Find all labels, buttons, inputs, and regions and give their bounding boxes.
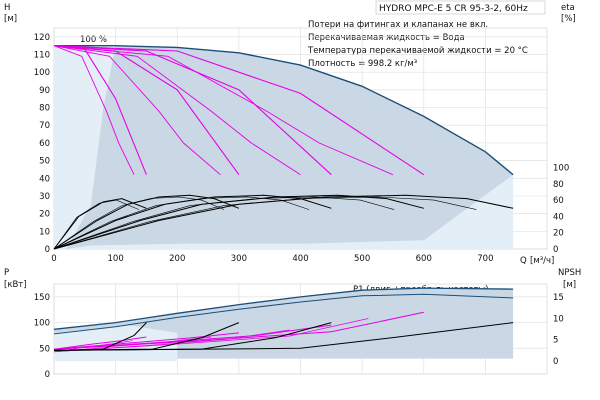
efficiency-curve-2-alt xyxy=(53,196,225,250)
head-x-tick-label: 0 xyxy=(51,254,56,264)
efficiency-curve-4-alt xyxy=(53,196,395,250)
power-plot: 0 50 100 150 0 5 10 15 xyxy=(34,283,564,380)
speed-curve-4 xyxy=(53,45,425,176)
p-axis-unit: [кВт] xyxy=(4,280,27,290)
npsh-axis-name: NPSH xyxy=(558,268,581,278)
eta-tick-label: 80 xyxy=(553,180,564,190)
title-box xyxy=(375,0,546,15)
power-y-tick-label: 150 xyxy=(34,293,50,303)
eta-tick-label: 100 xyxy=(553,164,569,174)
efficiency-curve-1-alt xyxy=(53,199,140,250)
head-y-tick-label: 20 xyxy=(39,210,50,220)
head-y-tick-label: 10 xyxy=(39,227,50,237)
head-y-tick-label: 110 xyxy=(34,51,50,61)
pump-power-curve-1 xyxy=(53,336,147,350)
head-y-tick-label: 40 xyxy=(39,174,50,184)
efficiency-curve-1 xyxy=(53,198,147,250)
head-x-tick-label: 700 xyxy=(477,254,493,264)
x-axis-name: Q xyxy=(520,256,527,266)
head-y-tick-label: 30 xyxy=(39,192,50,202)
note-4: Плотность = 998.2 кг/м³ xyxy=(308,59,417,69)
head-x-tick-label: 400 xyxy=(292,254,308,264)
npsh-tick-label: 10 xyxy=(553,314,564,324)
reduced-speed-curve-3 xyxy=(53,45,301,176)
head-y-tick-label: 90 xyxy=(39,86,50,96)
head-y-tick-label: 120 xyxy=(34,33,50,43)
pump-power-curve-4-alt xyxy=(53,318,369,353)
npsh-tick-label: 5 xyxy=(553,336,558,346)
npsh-curve-4 xyxy=(53,322,514,351)
head-y-tick-label: 80 xyxy=(39,104,50,114)
head-x-tick-label: 300 xyxy=(231,254,247,264)
npsh-axis-unit: [м] xyxy=(563,280,576,290)
percent-annotation: 100 % xyxy=(80,35,107,45)
head-x-tick-label: 200 xyxy=(169,254,185,264)
max-head-curve xyxy=(54,45,514,176)
npsh-tick-label: 0 xyxy=(553,357,558,367)
efficiency-curve-5-alt xyxy=(53,196,477,250)
eta-tick-label: 40 xyxy=(553,212,564,222)
efficiency-curve-4 xyxy=(53,194,424,250)
head-y-tick-label: 50 xyxy=(39,157,50,167)
note-3: Температура перекачиваемой жидкости = 20… xyxy=(307,46,528,56)
efficiency-curve-3-alt xyxy=(53,196,310,250)
eta-tick-label: 60 xyxy=(553,196,564,206)
head-y-tick-label: 70 xyxy=(39,121,50,131)
eta-tick-label: 20 xyxy=(553,229,564,239)
head-y-tick-label: 60 xyxy=(39,139,50,149)
y-left-name: H xyxy=(4,3,10,13)
p1-curve xyxy=(53,287,514,330)
reduced-speed-curve-2 xyxy=(53,45,221,176)
pump-power-curve-2 xyxy=(53,332,239,350)
head-x-tick-label: 100 xyxy=(108,254,124,264)
y-left-unit: [м] xyxy=(4,14,17,24)
note-1: Потери на фитингах и клапанах не вкл. xyxy=(308,20,488,30)
reduced-speed-curve-4 xyxy=(53,45,394,176)
npsh-tick-label: 15 xyxy=(553,293,564,303)
p2-curve xyxy=(53,293,514,335)
power-y-tick-label: 50 xyxy=(39,344,50,354)
x-axis-unit: [м³/ч] xyxy=(530,256,554,266)
power-y-tick-label: 0 xyxy=(45,370,50,380)
y-right-name: eta xyxy=(561,3,575,13)
reduced-speed-curve-1 xyxy=(53,45,135,175)
pump-power-curve-4 xyxy=(53,311,424,350)
efficiency-curve-5 xyxy=(53,194,514,250)
p-axis-name: P xyxy=(4,268,9,278)
efficiency-curve-2 xyxy=(53,194,240,250)
head-y-tick-label: 0 xyxy=(45,245,50,255)
head-x-tick-label: 500 xyxy=(354,254,370,264)
note-2: Перекачиваемая жидкость = Вода xyxy=(308,33,465,43)
eta-tick-label: 0 xyxy=(553,245,558,255)
power-y-tick-label: 100 xyxy=(34,319,50,329)
head-envelope xyxy=(66,45,514,250)
y-right-unit: [%] xyxy=(561,14,576,24)
head-y-tick-label: 100 xyxy=(34,68,50,78)
chart-title: HYDRO MPC-E 5 CR 95-3-2, 60Hz xyxy=(379,4,528,14)
head-x-tick-label: 600 xyxy=(416,254,432,264)
